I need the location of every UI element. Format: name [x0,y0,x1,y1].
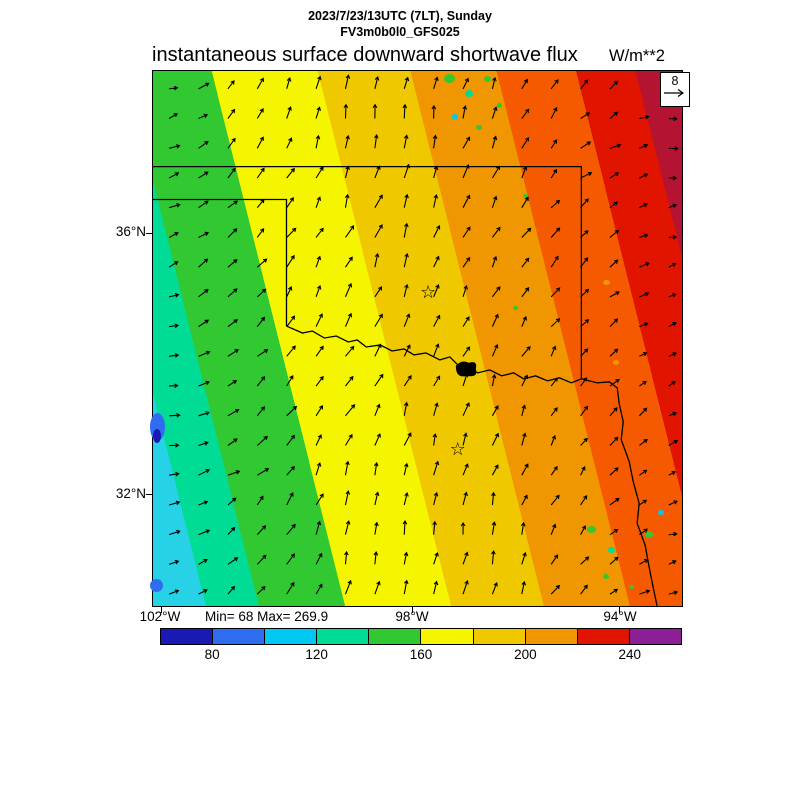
figure-header: 2023/7/23/13UTC (7LT), Sunday FV3m0b0l0_… [0,8,800,40]
colorbar-segment [368,629,421,644]
colorbar-segment [212,629,265,644]
colorbar-tick-label: 200 [514,647,537,662]
colorbar-segment [576,629,629,644]
cloud-patch [523,194,529,199]
cloud-patch [607,547,615,554]
flux-field [153,71,682,606]
wind-vector-arrows [168,74,679,595]
star-marker: ☆ [449,438,466,459]
colorbar-segment [472,629,525,644]
colorbar-segment [628,629,681,644]
colorbar-segment [420,629,473,644]
red-river-border [286,325,582,384]
colorbar-segment [316,629,369,644]
cloud-patch [483,76,491,83]
colorbar-segment [161,629,213,644]
lon-label-102w: 102°W [139,609,181,624]
cloud-patch [512,306,518,311]
x-tick-102w [160,607,162,613]
lon-label-98w: 98°W [395,609,429,624]
reference-vector-value: 8 [671,74,679,88]
cloud-patch [475,124,482,130]
wind-vectors [168,74,679,595]
cloud-patch [613,359,620,365]
station-markers: ☆ ☆ [153,71,682,606]
units-label: W/m**2 [609,47,665,65]
colorbar-segment [264,629,317,644]
lake-texoma [455,361,477,377]
cloud-patch [629,584,635,589]
texas-panhandle-border [153,198,288,327]
star-marker: ☆ [420,282,437,303]
oklahoma-north-east-border [153,165,583,379]
cloud-patch [443,73,455,83]
state-borders [153,165,658,606]
x-tick-98w [412,607,414,613]
datetime-line: 2023/7/23/13UTC (7LT), Sunday [308,9,492,23]
colorbar-tick-label: 240 [618,647,642,662]
colorbar-tick-label: 80 [204,647,220,662]
colorbar [160,628,682,645]
minmax-stats: Min= 68 Max= 269.9 [205,609,329,624]
plot-title: instantaneous surface downward shortwave… [152,44,578,66]
y-tick-32n [146,493,152,495]
model-line: FV3m0b0l0_GFS025 [340,25,460,39]
colorbar-tick-label: 120 [305,647,328,662]
colorbar-labels: 80 120 160 200 240 [160,647,682,663]
cloud-patch [602,279,610,285]
cloud-patch [644,531,653,539]
cloud-patch [451,113,458,120]
cloud-patches [150,71,682,606]
colorbar-segment [524,629,577,644]
lon-label-94w: 94°W [603,609,637,624]
cloud-patch [153,429,161,444]
cloud-patch [586,525,596,533]
lat-label-36n: 36°N [115,224,146,239]
colorbar-tick-label: 160 [409,647,433,662]
cloud-patch [496,103,502,109]
cloud-patch [602,573,609,579]
x-tick-94w [619,607,621,613]
cloud-patch [465,89,474,97]
reference-vector-box: 8 [660,72,690,107]
map-plot: ☆ ☆ 8 [146,70,690,613]
reference-vector-arrow-icon [664,89,685,97]
lat-label-32n: 32°N [115,486,146,501]
y-tick-36n [146,232,152,234]
cloud-patch [658,509,665,515]
cloud-patch [150,579,164,593]
